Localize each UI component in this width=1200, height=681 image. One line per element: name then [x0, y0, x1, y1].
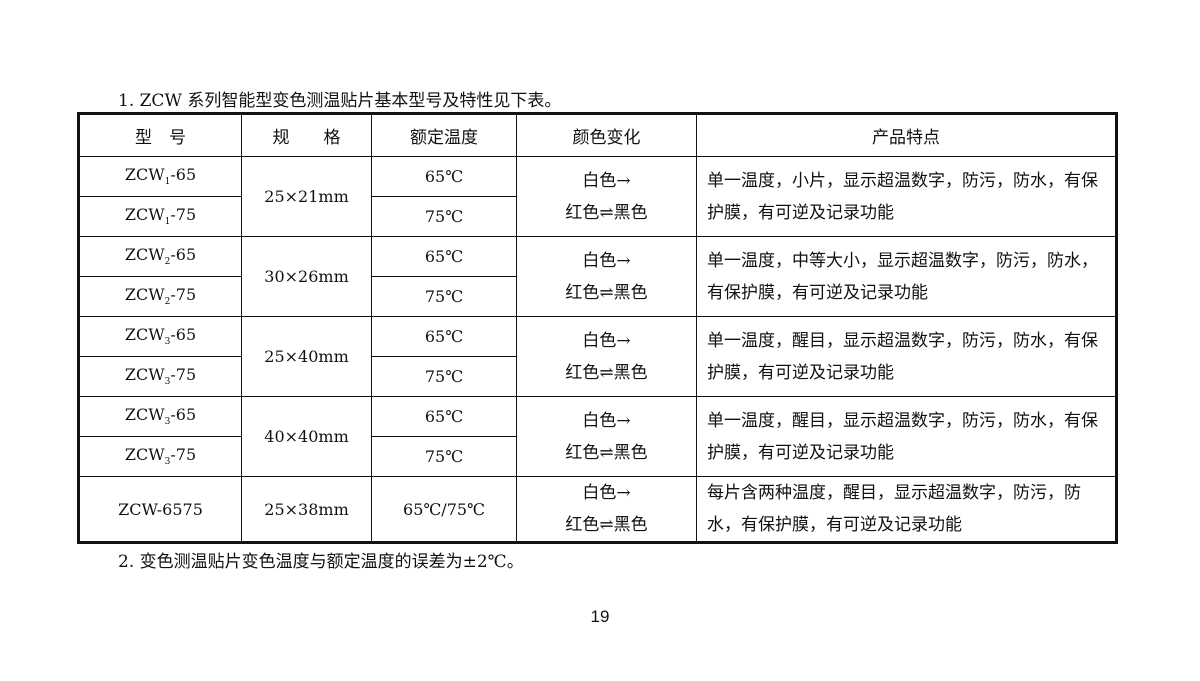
- color-cell: 白色→ 红色⇌黑色: [516, 476, 697, 543]
- temp-cell: 75℃: [371, 356, 517, 397]
- temp-cell: 75℃: [371, 276, 517, 317]
- header-feature: 产品特点: [696, 113, 1117, 157]
- temp-cell: 75℃: [371, 436, 517, 477]
- model-cell: ZCW2-75: [78, 276, 242, 317]
- temp-cell: 65℃: [371, 236, 517, 277]
- header-model: 型 号: [78, 113, 242, 157]
- table-row: ZCW3-75 75℃: [78, 436, 1117, 477]
- table-row: ZCW3-65 25×40mm 65℃ 白色→ 红色⇌黑色 单一温度，醒目，显示超温数字，…: [78, 316, 1117, 397]
- color-cell: 白色→ 红色⇌黑色: [516, 396, 697, 477]
- model-cell: ZCW3-65: [78, 316, 242, 357]
- temp-cell: 75℃: [371, 196, 517, 237]
- table-row: ZCW3-65 40×40mm 65℃ 白色→ 红色⇌黑色 单一温度，醒目，显示超温数字，…: [78, 396, 1117, 477]
- header-spec: 规 格: [241, 113, 372, 157]
- spec-cell: 30×26mm: [241, 236, 372, 317]
- feature-cell: 每片含两种温度，醒目，显示超温数字，防污，防水，有保护膜，有可逆及记录功能: [696, 476, 1117, 543]
- model-cell: ZCW2-65: [78, 236, 242, 277]
- temp-cell: 65℃: [371, 156, 517, 197]
- feature-cell: 单一温度，中等大小，显示超温数字，防污，防水，有保护膜，有可逆及记录功能: [696, 236, 1117, 317]
- temp-cell: 65℃: [371, 396, 517, 437]
- page-number: 19: [590, 607, 610, 626]
- model-cell: ZCW1-65: [78, 156, 242, 197]
- spec-cell: 25×40mm: [241, 316, 372, 397]
- spec-cell: 40×40mm: [241, 396, 372, 477]
- table-row: ZCW-6575 25×38mm 65℃/75℃ 白色→ 红色⇌黑色 每片含两种温度，醒目…: [78, 476, 1117, 543]
- feature-cell: 单一温度，醒目，显示超温数字，防污，防水，有保护膜，有可逆及记录功能: [696, 396, 1117, 477]
- feature-cell: 单一温度，醒目，显示超温数字，防污，防水，有保护膜，有可逆及记录功能: [696, 316, 1117, 397]
- table-row: ZCW1-75 75℃: [78, 196, 1117, 237]
- feature-cell: 单一温度，小片，显示超温数字，防污，防水，有保护膜，有可逆及记录功能: [696, 156, 1117, 237]
- table-row: ZCW1-65 25×21mm 65℃ 白色→ 红色⇌黑色 单一温度，小片，显示超温数字，…: [78, 156, 1117, 237]
- model-cell: ZCW3-65: [78, 396, 242, 437]
- note-text: 2. 变色测温贴片变色温度与额定温度的误差为±2℃。: [118, 552, 524, 572]
- product-table: 型 号 规 格 额定温度 颜色变化 产品特点 ZCW1-65 25×21mm 65℃…: [77, 112, 1118, 544]
- header-temp: 额定温度: [371, 113, 517, 157]
- temp-cell: 65℃: [371, 316, 517, 357]
- spec-cell: 25×38mm: [241, 476, 372, 543]
- temp-cell: 65℃/75℃: [371, 476, 517, 543]
- model-cell: ZCW-6575: [78, 476, 242, 543]
- table-row: ZCW2-65 30×26mm 65℃ 白色→ 红色⇌黑色 单一温度，中等大小，显示超温数…: [78, 236, 1117, 317]
- model-cell: ZCW3-75: [78, 436, 242, 477]
- model-cell: ZCW3-75: [78, 356, 242, 397]
- table-header-row: 型 号 规 格 额定温度 颜色变化 产品特点: [78, 113, 1117, 157]
- intro-text: 1. ZCW 系列智能型变色测温贴片基本型号及特性见下表。: [118, 91, 562, 111]
- color-cell: 白色→ 红色⇌黑色: [516, 156, 697, 237]
- header-color: 颜色变化: [516, 113, 697, 157]
- color-cell: 白色→ 红色⇌黑色: [516, 316, 697, 397]
- model-cell: ZCW1-75: [78, 196, 242, 237]
- color-cell: 白色→ 红色⇌黑色: [516, 236, 697, 317]
- spec-cell: 25×21mm: [241, 156, 372, 237]
